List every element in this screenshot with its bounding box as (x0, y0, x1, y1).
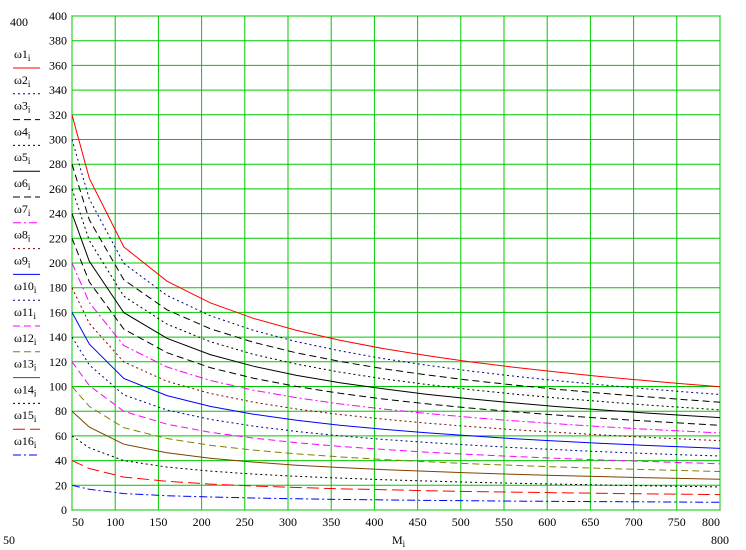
x-tick-label: 650 (581, 515, 599, 529)
legend-label-10: ω10i (14, 279, 37, 295)
x-tick-label: 700 (625, 515, 643, 529)
series-line-11 (71, 361, 721, 465)
y-tick-label: 140 (49, 330, 67, 344)
series-line-16 (71, 484, 721, 503)
x-axis-left-label: 50 (3, 533, 15, 547)
legend-label-15: ω15i (14, 408, 37, 424)
legend-label-2: ω2i (14, 73, 31, 89)
x-tick-label: 750 (668, 515, 686, 529)
legend-label-3: ω3i (14, 99, 31, 115)
x-tick-label: 250 (236, 515, 254, 529)
series-line-9 (71, 312, 721, 449)
x-tick-label: 450 (409, 515, 427, 529)
legend-label-6: ω6i (14, 176, 31, 192)
series-line-7 (71, 262, 721, 434)
x-tick-label: 300 (279, 515, 297, 529)
y-tick-label: 280 (49, 157, 67, 171)
legend-label-13: ω13i (14, 357, 37, 373)
x-tick-label: 600 (538, 515, 556, 529)
x-tick-label: 100 (106, 515, 124, 529)
series-line-4 (71, 188, 721, 411)
y-tick-label: 180 (49, 281, 67, 295)
y-tick-labels: 0 20 40 60 80 100 120 140 160 180 200 220 240 260 280 3… (49, 9, 67, 517)
y-tick-label: 400 (49, 9, 67, 23)
y-tick-label: 220 (49, 231, 67, 245)
x-axis-right-label: 800 (711, 533, 729, 547)
legend-label-16: ω16i (14, 434, 37, 450)
y-tick-label: 260 (49, 182, 67, 196)
series-line-13 (71, 410, 721, 480)
y-tick-label: 340 (49, 83, 67, 97)
x-tick-label: 550 (495, 515, 513, 529)
y-tick-label: 100 (49, 380, 67, 394)
legend-label-1: ω1i (14, 47, 31, 63)
y-tick-label: 0 (61, 503, 67, 517)
y-tick-label: 40 (55, 454, 67, 468)
y-tick-label: 80 (55, 404, 67, 418)
series-line-14 (71, 435, 721, 488)
series-lines (71, 114, 721, 503)
legend-label-8: ω8i (14, 228, 31, 244)
y-tick-label: 300 (49, 133, 67, 147)
legend-label-12: ω12i (14, 331, 37, 347)
grid (71, 15, 721, 511)
y-tick-label: 380 (49, 34, 67, 48)
legend-label-9: ω9i (14, 253, 31, 269)
series-line-6 (71, 238, 721, 426)
series-line-5 (71, 213, 721, 419)
x-tick-label: 500 (452, 515, 470, 529)
legend-label-4: ω4i (14, 124, 31, 140)
legend-label-11: ω11i (14, 305, 36, 321)
y-tick-label: 200 (49, 256, 67, 270)
y-tick-label: 360 (49, 58, 67, 72)
x-tick-label: 200 (193, 515, 211, 529)
series-line-1 (71, 114, 721, 388)
y-tick-label: 160 (49, 305, 67, 319)
x-axis-label-sub: i (403, 539, 406, 549)
x-axis-label-main: M (392, 533, 403, 547)
series-line-15 (71, 460, 721, 496)
legend-label-5: ω5i (14, 150, 31, 166)
y-tick-label: 20 (55, 478, 67, 492)
x-tick-label: 800 (702, 515, 720, 529)
x-tick-label: 400 (365, 515, 383, 529)
y-axis-corner-label: 400 (10, 15, 28, 29)
legend: ω1i ω2i ω3i ω4i ω5i ω6i ω7i ω8i ω9i ω10i ω11i ω12i ω… (13, 47, 40, 456)
series-line-2 (71, 139, 721, 395)
y-tick-label: 320 (49, 108, 67, 122)
y-tick-label: 240 (49, 207, 67, 221)
y-tick-label: 60 (55, 429, 67, 443)
x-tick-label: 150 (149, 515, 167, 529)
legend-label-14: ω14i (14, 382, 37, 398)
legend-label-7: ω7i (14, 202, 31, 218)
x-axis-label: Mi (392, 533, 406, 549)
x-tick-label: 350 (322, 515, 340, 529)
x-tick-label: 50 (72, 515, 84, 529)
x-tick-labels: 50 100 150 200 250 300 350 400 450 500 550 600 650 70… (72, 515, 720, 529)
y-tick-label: 120 (49, 355, 67, 369)
